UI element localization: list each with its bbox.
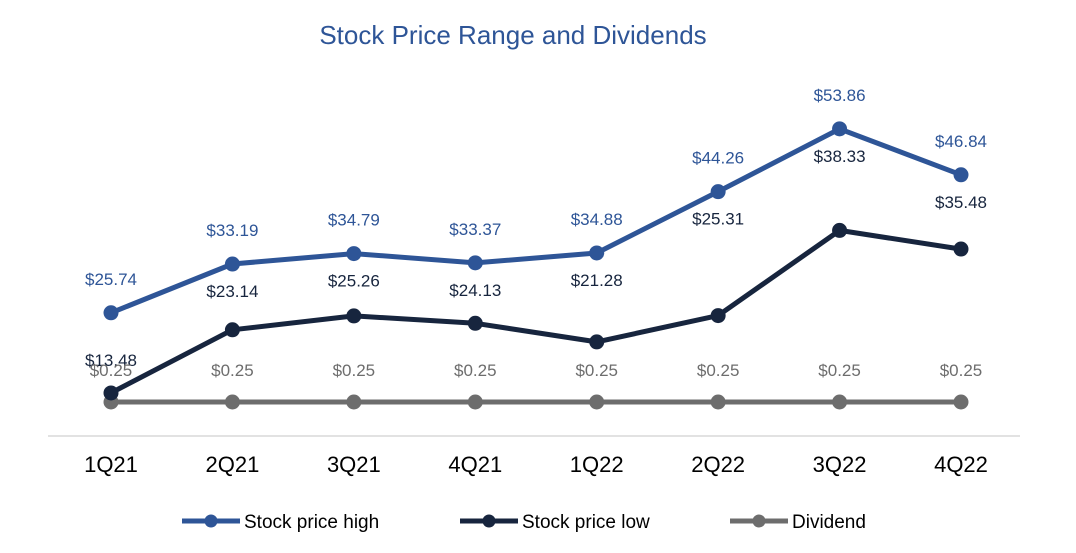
- data-point-stock-price-low: [953, 241, 969, 257]
- x-tick-label: 1Q22: [570, 452, 624, 477]
- data-label-stock-price-low: $13.48: [85, 351, 137, 370]
- data-point-stock-price-high: [103, 305, 119, 321]
- data-label-stock-price-low: $25.26: [328, 272, 380, 291]
- data-point-dividend: [953, 394, 969, 410]
- data-point-dividend: [224, 394, 240, 410]
- data-label-dividend: $0.25: [575, 361, 618, 380]
- data-point-stock-price-high: [710, 184, 726, 200]
- data-point-stock-price-low: [710, 308, 726, 324]
- x-tick-label: 3Q21: [327, 452, 381, 477]
- data-point-stock-price-low: [224, 322, 240, 338]
- data-label-stock-price-high: $53.86: [814, 86, 866, 105]
- chart-title: Stock Price Range and Dividends: [319, 20, 706, 50]
- legend: Stock price high Stock price low Dividend: [182, 512, 866, 533]
- series-line-stock-price-low: [108, 227, 964, 396]
- x-tick-label: 3Q22: [813, 452, 867, 477]
- data-point-stock-price-high: [346, 246, 362, 262]
- data-point-stock-price-low: [467, 315, 483, 331]
- series-line-stock-price-high: [108, 126, 964, 316]
- data-point-dividend: [710, 394, 726, 410]
- data-point-dividend: [467, 394, 483, 410]
- data-label-stock-price-high: $46.84: [935, 132, 987, 151]
- x-tick-label: 1Q21: [84, 452, 138, 477]
- data-label-dividend: $0.25: [818, 361, 861, 380]
- data-label-dividend: $0.25: [333, 361, 376, 380]
- x-tick-label: 4Q22: [934, 452, 988, 477]
- data-point-stock-price-low: [103, 385, 119, 401]
- legend-swatch-marker: [204, 514, 218, 528]
- data-point-dividend: [346, 394, 362, 410]
- data-point-stock-price-high: [224, 256, 240, 272]
- data-label-dividend: $0.25: [697, 361, 740, 380]
- data-label-dividend: $0.25: [211, 361, 254, 380]
- data-point-stock-price-high: [832, 121, 848, 137]
- data-label-stock-price-low: $24.13: [449, 281, 501, 300]
- data-label-stock-price-low: $23.14: [206, 282, 258, 301]
- data-point-stock-price-high: [467, 255, 483, 271]
- data-label-stock-price-high: $25.74: [85, 270, 137, 289]
- data-label-stock-price-low: $21.28: [571, 271, 623, 290]
- data-label-stock-price-low: $35.48: [935, 193, 987, 212]
- legend-label: Dividend: [792, 512, 866, 533]
- legend-item-dividend: Dividend: [730, 512, 866, 533]
- legend-label: Stock price low: [522, 512, 650, 533]
- series-markers: [103, 121, 969, 410]
- legend-swatch-marker: [482, 514, 496, 528]
- series-lines: [108, 126, 964, 405]
- data-label-stock-price-high: $44.26: [692, 149, 744, 168]
- data-labels: $25.74 $33.19 $34.79 $33.37 $34.88 $44.26 $53.…: [85, 86, 987, 380]
- data-point-stock-price-low: [832, 222, 848, 238]
- x-tick-label: 4Q21: [448, 452, 502, 477]
- x-tick-label: 2Q22: [691, 452, 745, 477]
- data-label-dividend: $0.25: [454, 361, 497, 380]
- data-label-stock-price-low: $38.33: [814, 147, 866, 166]
- data-point-dividend: [832, 394, 848, 410]
- data-label-stock-price-high: $34.88: [571, 210, 623, 229]
- data-point-stock-price-low: [346, 308, 362, 324]
- data-point-dividend: [589, 394, 605, 410]
- data-point-stock-price-high: [589, 245, 605, 261]
- legend-item-stock-price-high: Stock price high: [182, 512, 379, 533]
- data-label-dividend: $0.25: [90, 361, 133, 380]
- data-label-dividend: $0.25: [940, 361, 983, 380]
- data-point-stock-price-high: [953, 167, 969, 183]
- legend-swatch-marker: [752, 514, 766, 528]
- data-label-stock-price-high: $33.19: [206, 221, 258, 240]
- data-label-stock-price-high: $33.37: [449, 220, 501, 239]
- data-point-stock-price-low: [589, 334, 605, 350]
- x-axis-ticks: 1Q21 2Q21 3Q21 4Q21 1Q22 2Q22 3Q22 4Q22: [84, 452, 988, 477]
- data-label-stock-price-low: $25.31: [692, 210, 744, 229]
- x-tick-label: 2Q21: [206, 452, 260, 477]
- legend-label: Stock price high: [244, 512, 379, 533]
- data-label-stock-price-high: $34.79: [328, 211, 380, 230]
- legend-item-stock-price-low: Stock price low: [460, 512, 650, 533]
